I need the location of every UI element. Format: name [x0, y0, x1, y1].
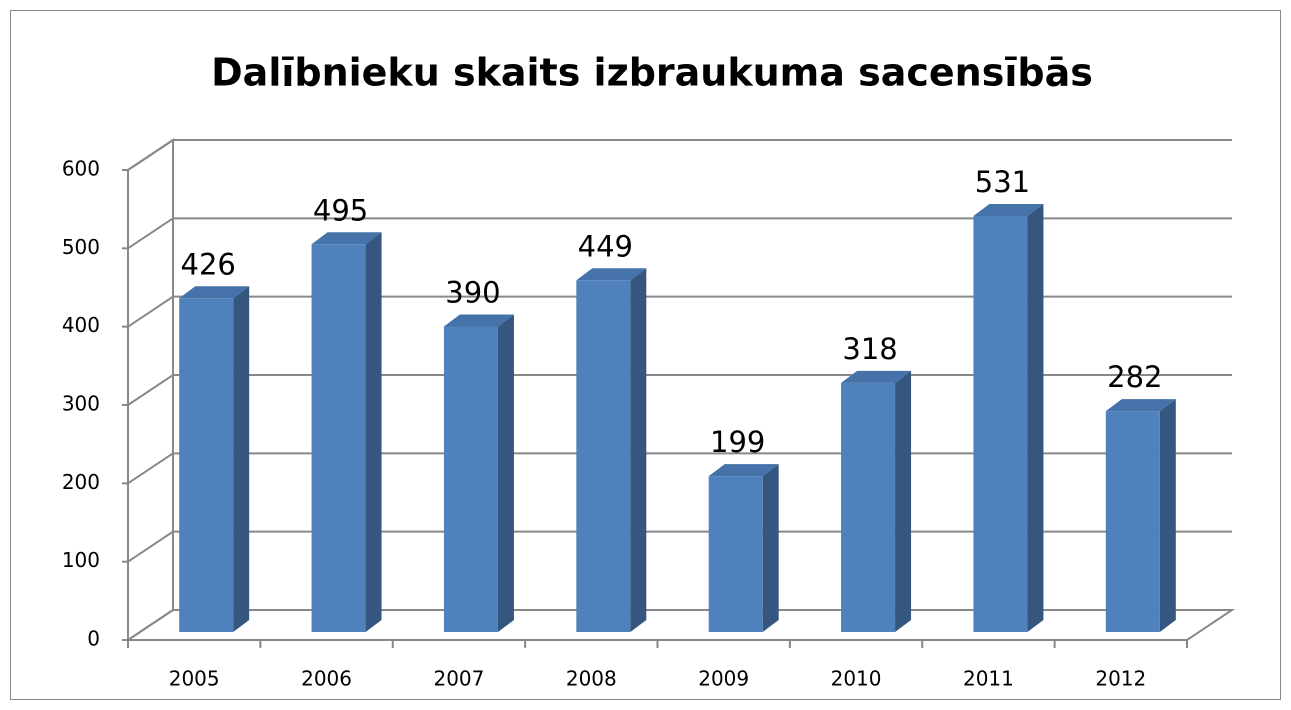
bar-side: [762, 464, 779, 632]
x-tick-label: 2009: [698, 667, 749, 691]
bar-front: [973, 216, 1028, 633]
value-label: 199: [710, 425, 765, 459]
value-label: 531: [975, 165, 1030, 199]
x-tick-label: 2010: [831, 667, 882, 691]
bar-front: [841, 382, 896, 632]
bar: [443, 314, 514, 632]
bar-top: [973, 204, 1044, 217]
bar: [841, 370, 912, 632]
bar-side: [233, 286, 250, 632]
x-tick-label: 2008: [566, 667, 617, 691]
bar-side: [365, 232, 382, 632]
value-label: 318: [842, 332, 897, 366]
value-label: 495: [313, 193, 368, 227]
grid-line: [127, 217, 1232, 250]
bar: [708, 464, 779, 632]
bar-top: [708, 464, 779, 477]
bar: [1105, 399, 1176, 632]
bar-side: [1027, 204, 1044, 633]
value-label: 390: [445, 276, 500, 310]
bar-front: [708, 476, 763, 632]
grid-line: [127, 139, 1232, 171]
bar-front: [443, 326, 498, 632]
bar-top: [576, 268, 647, 281]
bar-front: [1105, 411, 1160, 632]
x-tick-label: 2011: [963, 667, 1014, 691]
bar-side: [630, 268, 647, 632]
value-label: 282: [1107, 360, 1162, 394]
bar-front: [311, 244, 366, 632]
x-tick-label: 2012: [1095, 667, 1146, 691]
bar-front: [179, 298, 234, 632]
bar-side: [895, 370, 912, 632]
y-tick-label: 300: [62, 392, 100, 416]
y-tick-label: 500: [62, 235, 100, 259]
bar-top: [841, 370, 912, 383]
y-tick-label: 100: [62, 548, 100, 572]
bar: [311, 232, 382, 632]
bar: [179, 286, 250, 632]
y-tick-label: 0: [87, 627, 100, 651]
bar-top: [443, 314, 514, 327]
y-tick-label: 200: [62, 470, 100, 494]
x-tick-label: 2007: [433, 667, 484, 691]
bar-front: [576, 280, 631, 632]
bar-top: [1105, 399, 1176, 412]
x-tick-label: 2006: [301, 667, 352, 691]
y-tick-label: 400: [62, 313, 100, 337]
grid-line: [127, 295, 1232, 328]
value-label: 449: [578, 229, 633, 263]
bar-top: [179, 286, 250, 299]
bar-side: [1159, 399, 1176, 632]
value-label: 426: [181, 247, 236, 281]
bar-top: [311, 232, 382, 245]
bar: [576, 268, 647, 632]
x-tick-label: 2005: [169, 667, 220, 691]
bar-side: [497, 314, 514, 632]
bar: [973, 204, 1044, 633]
chart-title: Dalībnieku skaits izbraukuma sacensībās: [211, 51, 1093, 95]
y-tick-label: 600: [62, 157, 100, 181]
